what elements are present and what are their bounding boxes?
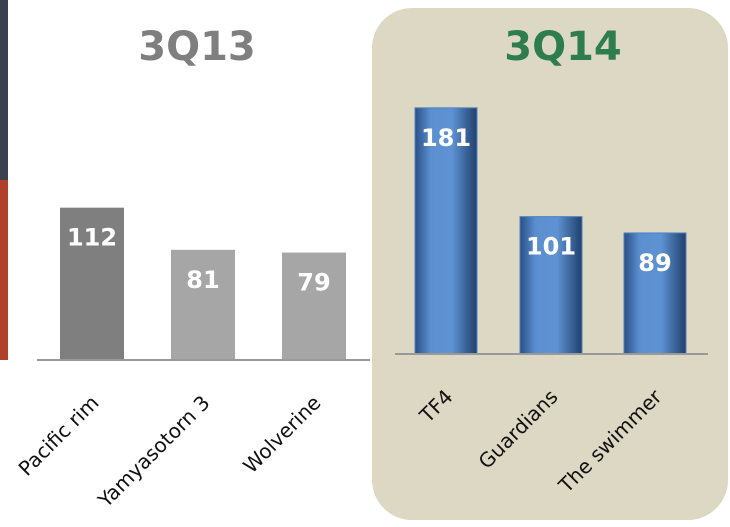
x-tick-label: Yamyasotorn 3 <box>92 391 214 513</box>
bar <box>171 249 235 360</box>
photo-strip <box>0 180 8 360</box>
bar <box>282 252 346 360</box>
value-label: 181 <box>421 124 471 152</box>
chart-title: 3Q13 <box>138 24 256 70</box>
x-tick-label: Wolverine <box>238 391 325 478</box>
value-label: 101 <box>526 233 576 261</box>
value-label: 89 <box>638 249 671 277</box>
bar <box>60 207 124 360</box>
x-tick-label: Pacific rim <box>14 391 104 481</box>
bar <box>623 232 687 355</box>
chart-title: 3Q14 <box>504 24 622 70</box>
value-label: 112 <box>67 224 117 252</box>
bar <box>519 216 583 355</box>
value-label: 81 <box>186 266 219 294</box>
bar <box>414 107 478 355</box>
value-label: 79 <box>297 269 330 297</box>
